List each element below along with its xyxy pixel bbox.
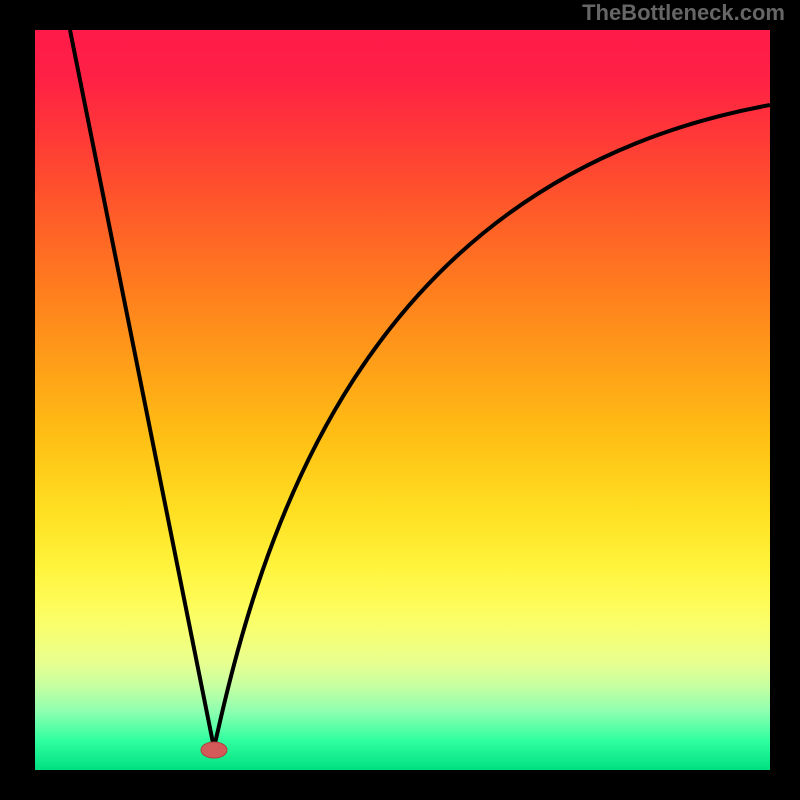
attribution-label: TheBottleneck.com <box>582 0 785 26</box>
bottleneck-chart <box>0 0 800 800</box>
chart-container: { "attribution": { "text": "TheBottlenec… <box>0 0 800 800</box>
optimum-marker <box>201 742 227 758</box>
attribution-text: TheBottleneck.com <box>582 0 785 25</box>
